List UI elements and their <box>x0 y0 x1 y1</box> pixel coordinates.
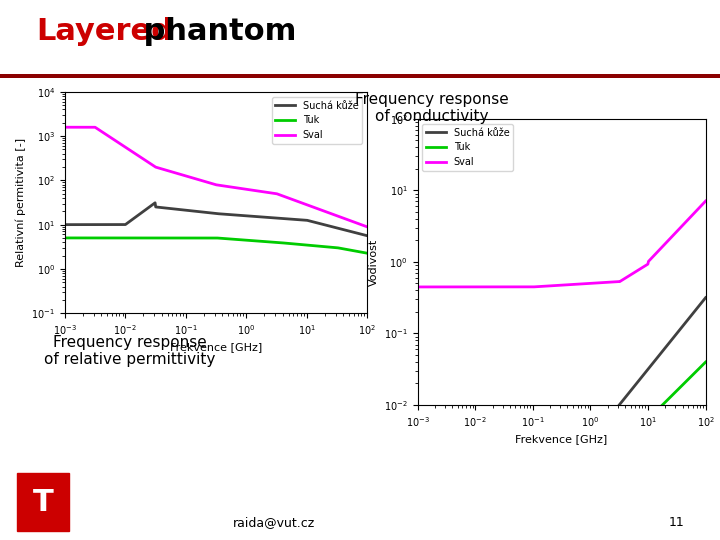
Text: raida@vut.cz: raida@vut.cz <box>233 516 315 529</box>
Text: Frequency response
of conductivity: Frequency response of conductivity <box>355 92 509 124</box>
Text: Frequency response
of relative permittivity: Frequency response of relative permittiv… <box>44 335 215 367</box>
Text: Layered: Layered <box>36 17 173 46</box>
Text: 11: 11 <box>668 516 684 529</box>
Y-axis label: Relativní permitivita [-]: Relativní permitivita [-] <box>15 138 26 267</box>
Legend: Suchá kůže, Tuk, Sval: Suchá kůže, Tuk, Sval <box>423 124 513 171</box>
X-axis label: Frekvence [GHz]: Frekvence [GHz] <box>170 342 262 352</box>
Text: T: T <box>33 488 53 517</box>
Text: phantom: phantom <box>133 17 297 46</box>
Legend: Suchá kůže, Tuk, Sval: Suchá kůže, Tuk, Sval <box>271 97 362 144</box>
Y-axis label: Vodivost: Vodivost <box>369 238 379 286</box>
X-axis label: Frekvence [GHz]: Frekvence [GHz] <box>516 434 608 444</box>
